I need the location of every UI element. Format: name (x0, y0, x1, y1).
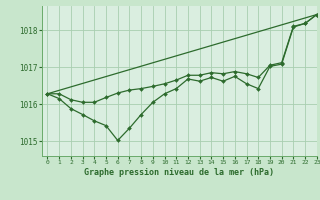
X-axis label: Graphe pression niveau de la mer (hPa): Graphe pression niveau de la mer (hPa) (84, 168, 274, 177)
